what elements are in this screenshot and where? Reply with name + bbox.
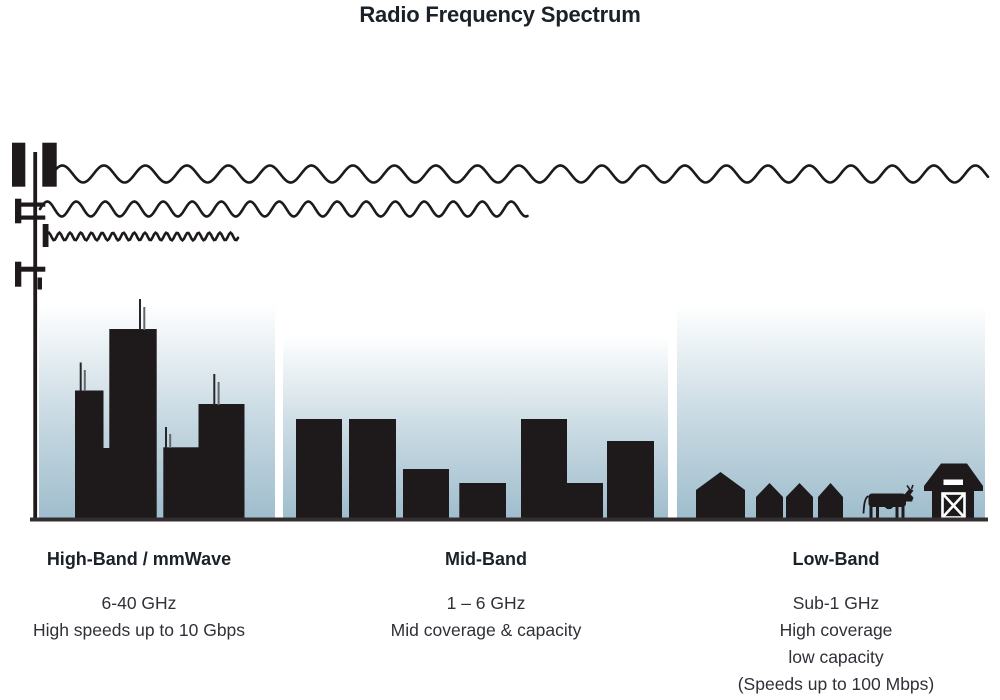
tower-crossbar-low — [16, 266, 46, 272]
ground-line — [30, 517, 988, 522]
high-band-wave — [44, 230, 240, 243]
cell-tower — [12, 142, 57, 520]
page-title: Radio Frequency Spectrum — [359, 2, 641, 27]
skyscraper-3 — [163, 447, 199, 520]
cow-tail — [862, 495, 870, 514]
skyscraper-4 — [198, 404, 245, 520]
low-band-wave — [50, 164, 990, 184]
tower-crossbar-mid-1 — [16, 202, 46, 207]
band-detail: low capacity — [788, 647, 884, 667]
band-name: Low-Band — [792, 549, 880, 569]
tower-antenna-panel-low-left — [15, 261, 22, 287]
band-name: High-Band / mmWave — [46, 549, 232, 569]
house-4 — [818, 483, 843, 520]
cow-leg — [876, 505, 879, 519]
band-label-high: High-Band / mmWave 6-40 GHz High speeds … — [0, 549, 309, 644]
cow-icon — [862, 484, 914, 519]
barn-door-crossbuck — [941, 492, 966, 519]
house-2 — [756, 483, 783, 520]
band-detail: High speeds up to 10 Gbps — [32, 620, 246, 640]
band-label-mid: Mid-Band 1 – 6 GHz Mid coverage & capaci… — [316, 549, 656, 644]
spectrum-illustration — [12, 142, 990, 522]
house-1 — [696, 472, 745, 520]
band-detail: High coverage — [779, 620, 893, 640]
mid-band-town — [296, 419, 654, 520]
cow-udder — [885, 503, 893, 510]
tower-antenna-panel-top-right — [42, 142, 57, 187]
band-label-low: Low-Band Sub-1 GHz High coverage low cap… — [666, 549, 1000, 698]
cow-leg — [869, 505, 873, 519]
house-3 — [786, 483, 813, 520]
cow-leg — [895, 505, 899, 519]
tower-antenna-panel-top-left — [12, 142, 26, 187]
building-3 — [403, 469, 449, 520]
tower-antenna-panel-mid-left — [15, 198, 22, 224]
band-detail: Mid coverage & capacity — [390, 620, 582, 640]
low-band-countryside — [696, 463, 983, 520]
band-name: Mid-Band — [445, 549, 527, 569]
band-frequency: Sub-1 GHz — [792, 593, 880, 613]
skyscraper-2 — [109, 329, 157, 520]
tower-pole — [33, 152, 38, 520]
barn-roof — [924, 463, 983, 491]
tower-crossbar-mid-2 — [16, 215, 46, 220]
building-7 — [607, 441, 654, 520]
barn-icon — [924, 463, 983, 520]
barn-loft-vent — [943, 479, 963, 485]
mid-band-wave — [38, 200, 529, 218]
cow-horns — [906, 484, 914, 490]
cow-head — [902, 488, 914, 502]
skyscraper-1 — [75, 390, 104, 520]
band-frequency: 1 – 6 GHz — [446, 593, 526, 613]
building-2 — [349, 419, 396, 520]
tower-stub-low-right — [37, 277, 42, 290]
building-6 — [567, 483, 603, 520]
building-5 — [521, 419, 567, 520]
band-frequency: 6-40 GHz — [101, 593, 177, 613]
band-detail: (Speeds up to 100 Mbps) — [737, 674, 935, 694]
high-band-city — [75, 299, 245, 520]
skyscraper-podium — [102, 448, 111, 520]
building-1 — [296, 419, 342, 520]
cow-leg — [901, 505, 905, 519]
building-4 — [459, 483, 506, 520]
cow-body — [868, 493, 906, 507]
